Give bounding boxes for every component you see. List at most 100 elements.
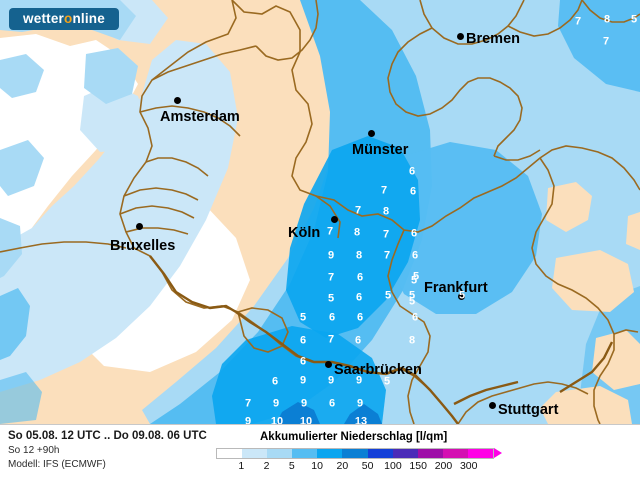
- precip-value-label: 5: [458, 289, 466, 302]
- precip-value-label: 6: [355, 291, 363, 304]
- wetteronline-logo[interactable]: wetteronline: [9, 8, 119, 30]
- precip-value-label: 6: [299, 334, 307, 347]
- precip-value-label: 8: [603, 13, 611, 26]
- precip-value-label: 5: [384, 289, 392, 302]
- precip-edge-right: [558, 0, 640, 92]
- precip-value-label: 6: [356, 271, 364, 284]
- precip-value-label: 7: [327, 271, 335, 284]
- precip-value-label: 7: [382, 228, 390, 241]
- colorbar-arrow-icon: [494, 448, 502, 458]
- colorbar-segment: [392, 449, 418, 458]
- logo-text-accent: o: [64, 11, 73, 27]
- forecast-info: So 05.08. 12 UTC .. Do 09.08. 06 UTC So …: [8, 429, 207, 472]
- precip-edge-left: [0, 288, 30, 360]
- precip-value-label: 7: [326, 225, 334, 238]
- country-borders: [0, 0, 640, 424]
- precip-value-label: 5: [408, 295, 416, 308]
- colorbar-tick-label: 150: [409, 460, 427, 472]
- colorbar-segment: [242, 449, 268, 458]
- precip-value-label: 6: [408, 165, 416, 178]
- land-patches: [540, 182, 640, 424]
- precip-value-label: 5: [630, 13, 638, 26]
- city-label: Stuttgart: [498, 402, 559, 418]
- city-label: Bruxelles: [110, 238, 176, 254]
- precip-value-label: 10: [270, 415, 284, 424]
- forecast-model: Modell: IFS (ECMWF): [8, 459, 106, 470]
- precip-core-3: [276, 402, 320, 424]
- precip-value-label: 6: [354, 334, 362, 347]
- precip-value-label: 7: [383, 249, 391, 262]
- precip-core-1: [286, 136, 420, 338]
- legend: Akkumulierter Niederschlag [l/qm] 1 2 5 10 2…: [212, 430, 632, 474]
- city-label: Saarbrücken: [334, 362, 422, 378]
- precip-value-label: 7: [327, 333, 335, 346]
- precipitation-map[interactable]: wetteronline Bremen Amsterdam Münster Köln B…: [0, 0, 640, 424]
- city-dot-icon: [457, 33, 464, 40]
- colorbar-segment: [267, 449, 293, 458]
- precip-value-label: 6: [328, 397, 336, 410]
- precip-value-label: 9: [356, 397, 364, 410]
- precip-value-label: 6: [356, 311, 364, 324]
- precip-value-label: 6: [409, 185, 417, 198]
- city-label: Münster: [352, 142, 409, 158]
- city-label: Bremen: [466, 31, 520, 47]
- precip-value-label: 6: [328, 311, 336, 324]
- precip-value-label: 7: [574, 15, 582, 28]
- colorbar-segment: [292, 449, 318, 458]
- precip-value-label: 9: [300, 397, 308, 410]
- precip-value-label: 9: [355, 374, 363, 387]
- precip-value-label: 5: [383, 375, 391, 388]
- colorbar-tick-label: 100: [384, 460, 402, 472]
- colorbar-tick-label: 300: [459, 460, 478, 472]
- precip-value-label: 9: [327, 249, 335, 262]
- precip-core-4: [344, 404, 382, 424]
- precip-value-label: 6: [410, 227, 418, 240]
- precip-value-label: 6: [411, 311, 419, 324]
- precip-value-label: 8: [353, 226, 361, 239]
- precip-value-label: 6: [271, 375, 279, 388]
- colorbar-segment: [467, 449, 494, 458]
- map-canvas: [0, 0, 640, 424]
- city-dot-icon: [174, 97, 181, 104]
- precip-edge-left2: [0, 372, 42, 424]
- colorbar-tick-label: 200: [434, 460, 453, 472]
- precip-value-label: 7: [244, 397, 252, 410]
- logo-text-part2: nline: [72, 11, 105, 27]
- colorbar: [216, 448, 494, 459]
- logo-text: wetteronline: [23, 12, 105, 26]
- precip-value-label: 9: [299, 374, 307, 387]
- precip-value-label: 6: [299, 355, 307, 368]
- colorbar-tick-label: 5: [288, 460, 295, 472]
- colorbar-segment: [342, 449, 368, 458]
- legend-title: Akkumulierter Niederschlag [l/qm]: [260, 431, 448, 443]
- city-dot-icon: [368, 130, 375, 137]
- city-dot-icon: [331, 216, 338, 223]
- forecast-run: So 12 +90h: [8, 445, 60, 456]
- precip-value-label: 9: [244, 415, 252, 424]
- colorbar-tick-label: 10: [311, 460, 323, 472]
- precip-value-label: 5: [327, 292, 335, 305]
- colorbar-tick-label: 50: [361, 460, 374, 472]
- footer-bar: So 05.08. 12 UTC .. Do 09.08. 06 UTC So …: [0, 424, 640, 478]
- city-dot-icon: [458, 293, 465, 300]
- precip-value-label: 5: [299, 311, 307, 324]
- precip-value-label: 10: [299, 415, 313, 424]
- precip-value-label: 7: [354, 204, 362, 217]
- precip-value-label: 6: [411, 249, 419, 262]
- forecast-period: So 05.08. 12 UTC .. Do 09.08. 06 UTC: [8, 430, 207, 442]
- precip-value-label: 5: [408, 289, 416, 302]
- precip-value-label: 5: [412, 270, 420, 283]
- precip-value-label: 8: [382, 205, 390, 218]
- precip-value-label: 8: [408, 334, 416, 347]
- precip-value-label: 7: [602, 35, 610, 48]
- city-label: Amsterdam: [160, 109, 240, 125]
- precip-field-mid-east: [382, 142, 542, 314]
- colorbar-segment: [317, 449, 343, 458]
- logo-text-part1: wetter: [23, 11, 64, 27]
- precip-value-label: 5: [410, 274, 418, 287]
- colorbar-segment: [417, 449, 443, 458]
- precip-value-label: 13: [354, 415, 368, 424]
- precip-value-label: 9: [272, 397, 280, 410]
- colorbar-tick-label: 2: [263, 460, 270, 472]
